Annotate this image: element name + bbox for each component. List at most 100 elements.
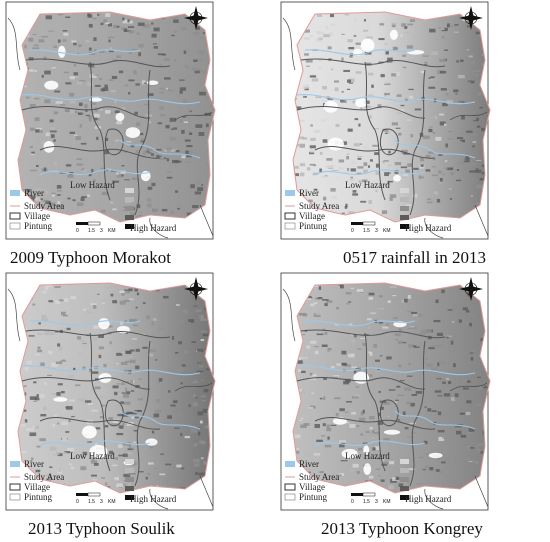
hazard-raster bbox=[293, 283, 490, 493]
hazard-swatch bbox=[125, 197, 134, 202]
hazard-swatch bbox=[125, 495, 134, 500]
hazard-swatch bbox=[400, 188, 409, 193]
river-line bbox=[39, 440, 151, 447]
hazard-scale: Low Hazard High Hazard bbox=[70, 451, 177, 504]
legend-label-river: River bbox=[24, 188, 44, 198]
high-hazard-label: High Hazard bbox=[405, 494, 452, 504]
village-boundary bbox=[25, 329, 171, 339]
hazard-swatch bbox=[125, 215, 134, 220]
scale-label: 3 bbox=[100, 499, 103, 505]
legend-label-village: Village bbox=[299, 211, 325, 221]
hazard-swatch bbox=[400, 477, 409, 482]
legend-label-study-area: Study Area bbox=[24, 201, 64, 211]
hazard-swatch bbox=[400, 459, 409, 464]
village-boundary bbox=[21, 376, 151, 390]
pintung-swatch bbox=[284, 222, 296, 230]
village-boundary bbox=[314, 417, 436, 430]
scale-label: 3 bbox=[375, 228, 378, 234]
village-boundary bbox=[409, 69, 426, 216]
hazard-swatch bbox=[125, 468, 134, 473]
village-swatch bbox=[284, 483, 296, 491]
river-line bbox=[39, 169, 151, 176]
pintung-boundary bbox=[7, 17, 214, 239]
village-swatch bbox=[284, 212, 296, 220]
legend-label-village: Village bbox=[24, 482, 50, 492]
village-boundary bbox=[409, 340, 426, 487]
village-boundary bbox=[134, 340, 151, 487]
low-hazard-label: Low Hazard bbox=[70, 451, 115, 461]
legend-label-study-area: Study Area bbox=[299, 201, 339, 211]
village-boundary bbox=[300, 329, 446, 339]
hazard-raster bbox=[18, 283, 215, 493]
scale-label: 1.5 bbox=[88, 228, 95, 234]
low-hazard-label: Low Hazard bbox=[70, 180, 115, 190]
north-arrow-icon bbox=[184, 6, 208, 30]
village-boundary bbox=[364, 61, 386, 201]
village-boundary bbox=[300, 58, 446, 68]
hazard-swatch bbox=[400, 206, 409, 211]
legend-label-village: Village bbox=[24, 211, 50, 221]
scale-label: KM bbox=[383, 228, 391, 234]
river-swatch bbox=[285, 190, 295, 196]
river-line bbox=[29, 320, 141, 327]
river-line bbox=[314, 169, 426, 176]
legend-label-pintung: Pintung bbox=[299, 221, 328, 231]
hazard-swatch bbox=[125, 459, 134, 464]
hazard-scale: Low Hazard High Hazard bbox=[345, 180, 452, 233]
village-boundary bbox=[379, 399, 399, 427]
river-line bbox=[304, 49, 416, 56]
legend-label-river: River bbox=[299, 188, 319, 198]
village-boundary bbox=[296, 376, 426, 390]
map-panel-2: River Study Area Village Pintung Low Hazard H… bbox=[275, 0, 550, 271]
hazard-swatch bbox=[400, 468, 409, 473]
scale-label: KM bbox=[108, 228, 116, 234]
scale-label: 1.5 bbox=[363, 499, 370, 505]
pintung-swatch bbox=[9, 493, 21, 501]
pintung-boundary bbox=[7, 288, 214, 510]
village-boundary bbox=[89, 61, 111, 201]
hazard-swatch bbox=[400, 486, 409, 491]
village-boundary bbox=[314, 146, 436, 159]
scale-label: KM bbox=[108, 499, 116, 505]
river-line bbox=[314, 440, 426, 447]
legend-label-pintung: Pintung bbox=[299, 492, 328, 502]
village-boundary bbox=[89, 332, 111, 472]
map-caption: 2009 Typhoon Morakot bbox=[10, 248, 171, 267]
scale-bar: 0 1.5 3 KM bbox=[351, 221, 391, 234]
scale-bar: 0 1.5 3 KM bbox=[76, 492, 116, 505]
scale-label: 1.5 bbox=[88, 499, 95, 505]
map-panel-4: River Study Area Village Pintung Low Hazard H… bbox=[275, 271, 550, 542]
high-hazard-label: High Hazard bbox=[405, 223, 452, 233]
village-boundary bbox=[134, 69, 151, 216]
scale-label: 3 bbox=[375, 499, 378, 505]
river-line bbox=[394, 139, 476, 159]
scale-label: 0 bbox=[76, 228, 79, 234]
scale-label: 0 bbox=[76, 499, 79, 505]
village-boundary bbox=[39, 417, 161, 430]
low-hazard-label: Low Hazard bbox=[345, 180, 390, 190]
pintung-boundary bbox=[282, 17, 489, 239]
village-swatch bbox=[9, 483, 21, 491]
village-boundary bbox=[25, 58, 171, 68]
village-boundary bbox=[364, 332, 386, 472]
north-arrow-icon bbox=[459, 6, 483, 30]
scale-bar: 0 1.5 3 KM bbox=[76, 221, 116, 234]
legend-label-study-area: Study Area bbox=[299, 472, 339, 482]
village-boundary bbox=[104, 399, 124, 427]
high-hazard-label: High Hazard bbox=[130, 223, 177, 233]
north-arrow-icon bbox=[459, 277, 483, 301]
river-line bbox=[119, 139, 201, 159]
pintung-boundary bbox=[282, 288, 489, 510]
map-panel-1: River Study Area Village Pintung Low Hazard H… bbox=[0, 0, 275, 271]
scale-label: 3 bbox=[100, 228, 103, 234]
hazard-swatch bbox=[400, 197, 409, 202]
river-line bbox=[21, 364, 201, 376]
hazard-swatch bbox=[400, 495, 409, 500]
hazard-swatch bbox=[400, 224, 409, 229]
